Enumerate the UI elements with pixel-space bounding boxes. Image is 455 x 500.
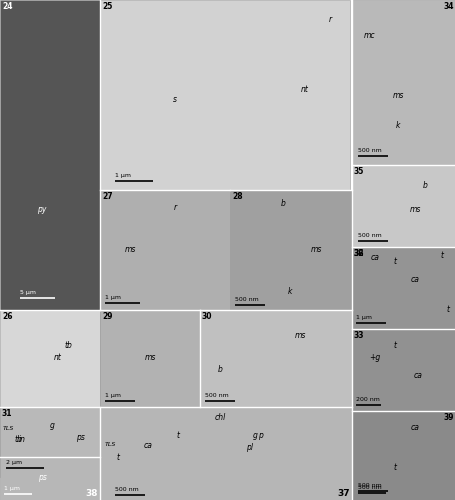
Text: py: py	[37, 206, 46, 214]
Bar	[100, 407, 351, 500]
Text: 37: 37	[337, 489, 349, 498]
Bar	[351, 329, 455, 411]
Text: 2 µm: 2 µm	[6, 460, 22, 465]
Text: 500 nm: 500 nm	[357, 233, 381, 238]
Text: 1 µm: 1 µm	[4, 486, 20, 491]
Text: 500 nm: 500 nm	[205, 393, 228, 398]
Text: 28: 28	[232, 192, 242, 201]
Bar	[351, 0, 455, 165]
Text: k: k	[287, 288, 292, 296]
Text: nt: nt	[54, 354, 62, 362]
Text: 27: 27	[102, 192, 112, 201]
Text: ca: ca	[410, 424, 419, 432]
Text: ca: ca	[410, 276, 419, 284]
Text: t: t	[116, 454, 119, 462]
Text: k: k	[395, 120, 399, 130]
Bar	[0, 0, 100, 310]
Text: ms: ms	[409, 206, 420, 214]
Text: t: t	[393, 464, 396, 472]
Text: ca: ca	[413, 370, 421, 380]
Bar	[351, 411, 455, 500]
Text: 26: 26	[2, 312, 12, 321]
Text: r: r	[328, 16, 331, 24]
Text: ms: ms	[293, 330, 305, 340]
Text: 1 µm: 1 µm	[355, 315, 371, 320]
Text: tb: tb	[64, 340, 72, 349]
Text: ms: ms	[144, 354, 155, 362]
Text: 200 nm: 200 nm	[355, 397, 379, 402]
Text: ps: ps	[76, 434, 84, 442]
Text: p: p	[257, 430, 262, 440]
Text: ms: ms	[124, 246, 136, 254]
Text: TLS: TLS	[2, 426, 14, 430]
Text: b: b	[217, 366, 222, 374]
Text: 500 nm: 500 nm	[357, 485, 381, 490]
Text: 39: 39	[443, 413, 453, 422]
Text: nt: nt	[300, 86, 308, 94]
Text: 500 nm: 500 nm	[234, 297, 258, 302]
Text: b: b	[422, 180, 426, 190]
Text: tb: tb	[14, 436, 22, 444]
Bar	[0, 310, 100, 477]
Bar	[351, 247, 455, 499]
Text: TLS: TLS	[104, 442, 116, 448]
Text: in: in	[19, 436, 25, 444]
Text: ps: ps	[37, 472, 46, 482]
Text: 500 nm: 500 nm	[115, 487, 138, 492]
Text: 24: 24	[2, 2, 12, 11]
Bar	[229, 190, 351, 310]
Text: 30: 30	[202, 312, 212, 321]
Text: pl: pl	[246, 444, 253, 452]
Text: ms: ms	[391, 90, 403, 100]
Text: 500 nm: 500 nm	[357, 148, 381, 153]
Bar	[351, 165, 455, 247]
Text: t: t	[440, 252, 443, 260]
Text: 35: 35	[353, 167, 364, 176]
Text: g: g	[252, 430, 257, 440]
Text: 36: 36	[353, 249, 364, 258]
Bar	[200, 310, 351, 407]
Text: 31: 31	[2, 409, 12, 418]
Text: t: t	[176, 430, 179, 440]
Text: s: s	[172, 96, 177, 104]
Text: ms: ms	[310, 246, 321, 254]
Text: ca: ca	[143, 440, 152, 450]
Text: b: b	[280, 198, 285, 207]
Bar	[351, 247, 455, 329]
Text: 38: 38	[85, 489, 98, 498]
Text: 25: 25	[102, 2, 112, 11]
Bar	[100, 190, 229, 310]
Text: t: t	[445, 306, 449, 314]
Text: 34: 34	[443, 2, 453, 11]
Text: g: g	[50, 420, 54, 430]
Text: t: t	[393, 340, 396, 349]
Text: 500 nm: 500 nm	[357, 483, 381, 488]
Text: 1 µm: 1 µm	[105, 393, 121, 398]
Text: 32: 32	[353, 249, 364, 258]
Bar	[0, 407, 351, 457]
Text: ca: ca	[370, 254, 379, 262]
Text: 1 µm: 1 µm	[105, 295, 121, 300]
Text: 33: 33	[353, 331, 364, 340]
Bar	[0, 457, 100, 500]
Text: 29: 29	[102, 312, 112, 321]
Text: mc: mc	[364, 30, 375, 40]
Bar	[100, 0, 349, 190]
Text: r: r	[173, 204, 176, 212]
Text: chl: chl	[214, 414, 225, 422]
Text: t: t	[393, 258, 396, 266]
Text: +g: +g	[369, 354, 380, 362]
Text: 1 µm: 1 µm	[115, 173, 131, 178]
Text: 5 µm: 5 µm	[20, 290, 36, 295]
Bar	[100, 310, 200, 407]
